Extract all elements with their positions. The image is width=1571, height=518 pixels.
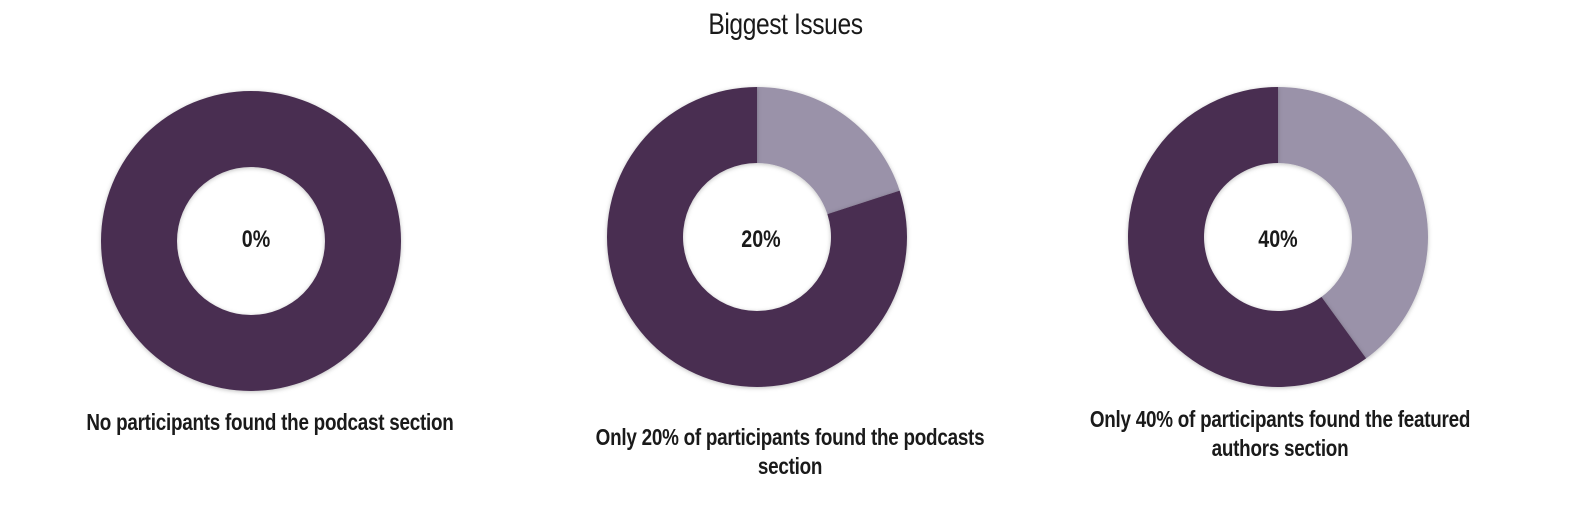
donut-2-slice-0 [1278,87,1428,359]
donut-0-svg [101,91,401,391]
donut-1-caption: Only 20% of participants found the podca… [595,424,985,479]
donut-1-slice-0 [757,87,900,215]
donut-1-slice-1 [607,87,907,388]
donut-0-center-label: 0% [241,226,271,253]
donut-0-slice-1 [101,91,401,391]
donut-2-slice-1 [1128,87,1367,387]
chart-title: Biggest Issues [708,8,863,41]
donut-2-svg [1128,87,1428,387]
donut-1-svg [607,87,907,388]
donut-2-caption: Only 40% of participants found the featu… [1089,406,1471,461]
donut-0-caption: No participants found the podcast sectio… [86,409,454,435]
donut-2-center-label: 40% [1258,226,1298,253]
donut-1-center-label: 20% [741,226,781,253]
